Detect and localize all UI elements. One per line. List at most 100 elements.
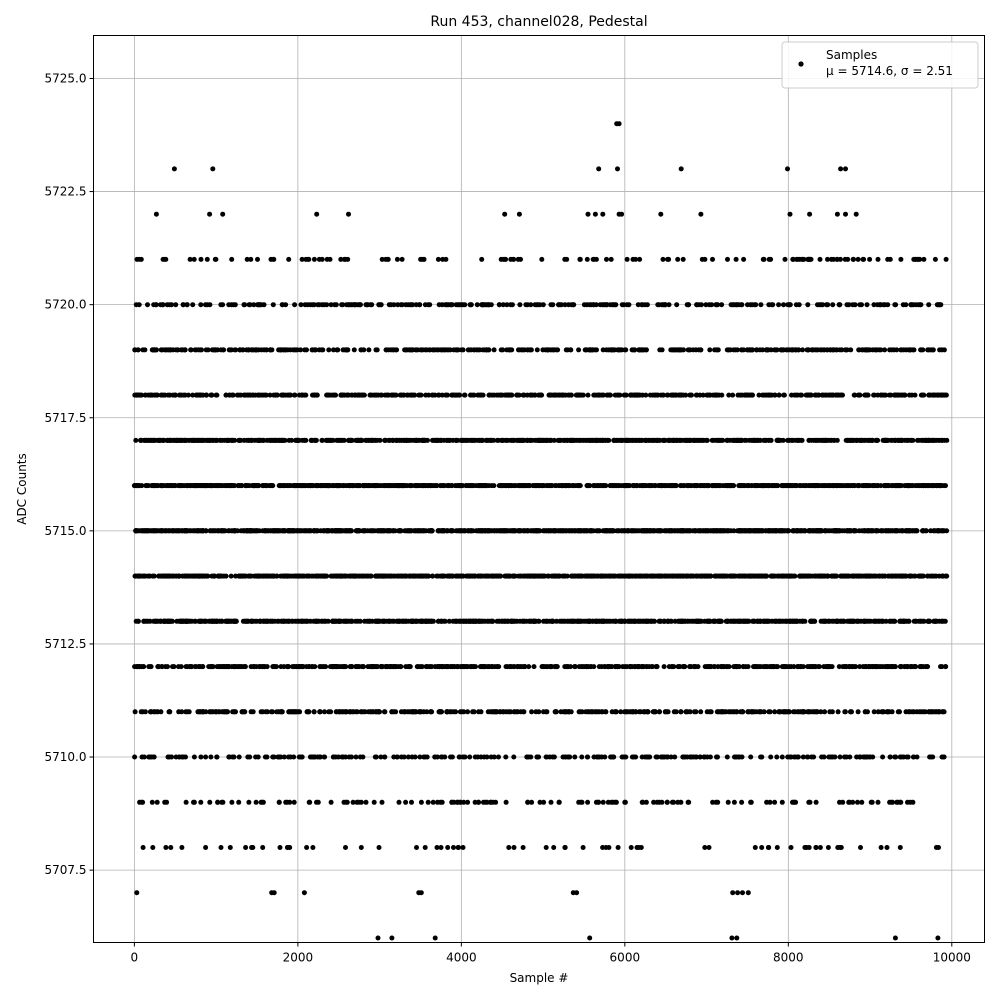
data-point	[371, 799, 377, 805]
data-point	[624, 709, 630, 715]
data-point	[787, 618, 793, 624]
data-point	[209, 709, 215, 715]
data-point	[492, 664, 498, 670]
data-point	[376, 709, 382, 715]
data-point	[460, 664, 466, 670]
data-point	[842, 754, 847, 760]
data-point	[311, 709, 317, 715]
data-point	[731, 799, 737, 805]
data-point	[785, 528, 791, 534]
data-point	[806, 845, 812, 850]
data-point	[353, 664, 359, 670]
data-point	[800, 664, 806, 670]
data-point	[239, 709, 245, 715]
data-point	[524, 754, 530, 760]
data-point	[423, 573, 429, 579]
data-point	[543, 754, 549, 760]
data-point	[511, 618, 517, 624]
data-point	[898, 799, 904, 805]
data-point	[855, 709, 861, 715]
data-point	[691, 664, 697, 670]
data-point	[566, 709, 572, 715]
data-point	[422, 845, 428, 850]
data-point	[886, 664, 892, 670]
data-point	[661, 754, 667, 760]
data-point	[503, 799, 509, 805]
data-point	[788, 664, 794, 670]
data-point	[800, 618, 806, 624]
data-point	[531, 664, 537, 670]
data-point	[225, 709, 230, 715]
data-point	[732, 664, 738, 670]
data-point	[807, 528, 813, 534]
data-point	[706, 845, 712, 850]
data-point	[728, 528, 734, 534]
data-point	[685, 709, 691, 715]
data-point	[529, 709, 535, 715]
data-point	[907, 799, 913, 805]
data-point	[908, 664, 914, 670]
data-point	[800, 754, 806, 760]
data-point	[362, 528, 368, 534]
data-point	[759, 845, 765, 850]
data-point	[314, 799, 319, 805]
data-point	[552, 664, 558, 670]
data-point	[182, 528, 188, 534]
data-point	[198, 799, 204, 805]
data-point	[692, 709, 697, 715]
data-point	[315, 573, 320, 579]
data-point	[154, 528, 160, 534]
data-point	[211, 618, 217, 624]
data-point	[755, 618, 761, 624]
data-point	[534, 754, 540, 760]
data-point	[261, 664, 267, 670]
data-point	[206, 618, 212, 624]
data-point	[522, 528, 527, 534]
data-point	[453, 528, 459, 534]
data-point	[294, 528, 300, 534]
data-point	[139, 754, 145, 760]
data-point	[274, 709, 280, 715]
data-point	[766, 845, 772, 850]
data-point	[813, 573, 819, 579]
data-point	[849, 709, 854, 715]
data-point	[468, 528, 474, 534]
data-point	[941, 618, 947, 624]
data-point	[706, 664, 712, 670]
data-point	[260, 709, 266, 715]
data-point	[562, 754, 568, 760]
data-point	[880, 664, 886, 670]
data-point	[496, 573, 502, 579]
data-point	[763, 573, 769, 579]
data-point	[429, 573, 435, 579]
data-point	[526, 664, 532, 670]
data-point	[697, 754, 703, 760]
data-point	[334, 664, 340, 670]
data-point	[562, 845, 568, 850]
data-point	[598, 573, 604, 579]
data-point	[662, 573, 668, 579]
data-point	[755, 528, 761, 534]
data-point	[158, 528, 164, 534]
data-point	[465, 664, 470, 670]
data-point	[285, 664, 291, 670]
data-point	[270, 754, 276, 760]
data-point	[892, 618, 898, 624]
data-point	[386, 573, 392, 579]
data-point	[541, 799, 547, 805]
data-point	[851, 528, 857, 534]
data-point	[605, 799, 611, 805]
data-point	[164, 799, 170, 805]
data-point	[884, 709, 890, 715]
data-point	[312, 528, 318, 534]
data-point	[632, 618, 638, 624]
data-point	[874, 664, 880, 670]
data-point	[541, 573, 546, 579]
data-point	[308, 754, 314, 760]
data-point	[407, 573, 413, 579]
data-point	[448, 664, 453, 670]
data-point	[140, 664, 146, 670]
data-point	[159, 664, 165, 670]
data-point	[788, 754, 794, 760]
data-point	[226, 528, 232, 534]
